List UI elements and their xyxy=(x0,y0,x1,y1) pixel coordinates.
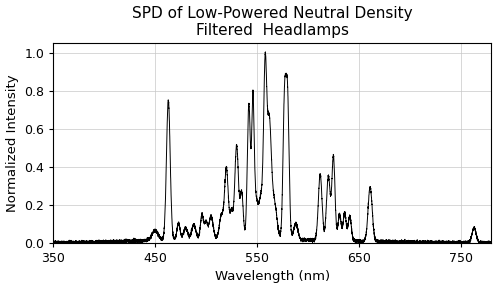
Title: SPD of Low-Powered Neutral Density
Filtered  Headlamps: SPD of Low-Powered Neutral Density Filte… xyxy=(132,5,413,38)
Y-axis label: Normalized Intensity: Normalized Intensity xyxy=(5,74,18,212)
X-axis label: Wavelength (nm): Wavelength (nm) xyxy=(215,271,330,284)
